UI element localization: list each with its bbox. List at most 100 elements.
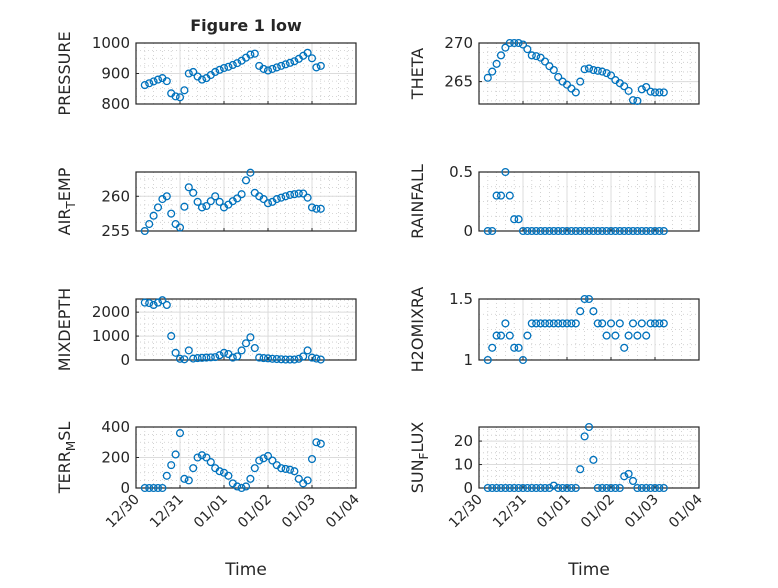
data-point: [633, 331, 642, 340]
data-point: [650, 319, 660, 328]
data-point: [233, 482, 242, 491]
y-axis-label: MIXDEPTH: [55, 288, 74, 371]
data-point: [580, 432, 589, 441]
data-point: [523, 483, 532, 493]
data-point: [598, 483, 607, 493]
data-point: [312, 63, 321, 72]
data-point: [567, 483, 576, 493]
data-point: [606, 71, 616, 80]
data-point: [527, 51, 536, 60]
x-tick-label: 01/04: [666, 491, 706, 531]
data-point: [140, 483, 149, 493]
y-tick-label: 0: [120, 479, 130, 497]
data-point: [316, 204, 325, 213]
data-point: [145, 299, 154, 308]
data-point: [602, 69, 611, 78]
data-point: [488, 343, 497, 352]
data-point: [540, 319, 550, 328]
x-tick-label: 01/01: [191, 492, 231, 532]
data-point: [510, 483, 519, 493]
data-point: [303, 476, 312, 485]
data-point: [540, 57, 550, 66]
axes-air-temp: 255 260 AIRTEMP: [55, 167, 357, 240]
data-point: [312, 204, 321, 213]
data-point: [307, 454, 317, 464]
data-point: [197, 203, 207, 212]
data-point: [571, 226, 580, 236]
data-point: [228, 353, 237, 362]
data-point: [268, 456, 277, 465]
data-point: [316, 355, 325, 364]
data-point: [554, 483, 563, 493]
data-point: [483, 226, 492, 236]
data-point: [167, 461, 176, 470]
data-point: [189, 354, 198, 363]
data-point: [532, 483, 541, 493]
data-point: [219, 348, 229, 357]
data-point: [571, 483, 580, 493]
data-point: [562, 319, 572, 328]
data-point: [620, 343, 629, 352]
data-point: [514, 38, 523, 48]
data-point: [272, 354, 281, 364]
y-tick-label: 265: [444, 73, 473, 91]
data-point: [602, 226, 611, 236]
data-point: [277, 464, 286, 473]
x-tick-label: 12/30: [446, 492, 486, 532]
data-point: [545, 483, 554, 493]
data-point: [593, 66, 602, 75]
y-axis-label: AIRTEMP: [55, 167, 78, 235]
data-point: [180, 355, 189, 364]
data-point: [580, 65, 589, 74]
data-point: [149, 77, 158, 86]
data-point: [167, 332, 176, 341]
data-point: [505, 483, 514, 493]
data-point: [281, 355, 290, 364]
data-point: [162, 192, 171, 201]
data-point: [316, 61, 325, 70]
data-point: [584, 64, 594, 73]
data-point: [193, 453, 202, 462]
x-tick-label: 01/03: [622, 492, 662, 532]
data-point: [175, 429, 185, 438]
data-point: [145, 483, 154, 493]
data-point: [488, 483, 497, 493]
data-point: [624, 86, 633, 95]
data-point: [650, 226, 660, 236]
data-point: [558, 319, 567, 328]
data-point: [527, 226, 536, 236]
data-point: [250, 343, 259, 353]
data-point: [615, 319, 624, 328]
data-point: [307, 54, 317, 63]
data-point: [602, 331, 611, 340]
data-point: [589, 226, 598, 236]
data-point: [268, 354, 277, 363]
data-point: [554, 319, 563, 328]
data-point: [488, 67, 497, 76]
data-point: [303, 346, 312, 355]
data-point: [584, 422, 594, 432]
data-point: [250, 49, 259, 58]
data-point: [642, 226, 651, 236]
data-point: [158, 483, 167, 493]
data-point: [263, 66, 273, 75]
data-point: [299, 352, 308, 361]
data-point: [250, 464, 259, 473]
data-point: [628, 226, 638, 236]
x-tick-label: 01/02: [235, 492, 275, 532]
data-point: [492, 331, 501, 340]
data-point: [637, 85, 646, 94]
data-point: [567, 226, 576, 236]
data-point: [184, 346, 193, 355]
data-point: [540, 483, 550, 493]
data-point: [584, 294, 594, 304]
data-point: [149, 483, 158, 493]
data-point: [562, 483, 572, 493]
data-point: [153, 298, 163, 307]
data-point: [646, 226, 655, 236]
axes-box: [135, 171, 357, 232]
data-point: [294, 354, 303, 363]
data-point: [536, 483, 545, 493]
data-point: [628, 96, 638, 105]
data-point: [514, 483, 523, 493]
